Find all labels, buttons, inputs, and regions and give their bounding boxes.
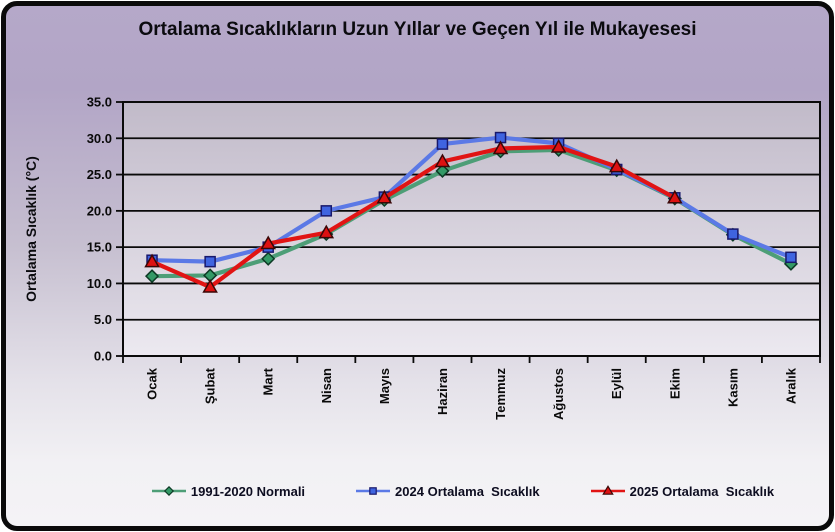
legend-label: 2024 Ortalama Sıcaklık — [395, 483, 540, 499]
legend-item: 2024 Ortalama Sıcaklık — [355, 483, 540, 499]
triangle-marker — [318, 224, 335, 239]
triangle-marker — [202, 279, 218, 293]
square-marker — [727, 228, 739, 240]
legend-square-icon — [356, 487, 391, 495]
diamond-marker — [144, 269, 160, 284]
x-tick-label: Aralık — [783, 367, 798, 404]
triangle-marker — [608, 158, 625, 173]
diamond-marker — [163, 485, 174, 497]
legend-diamond-icon — [151, 485, 186, 497]
triangle-marker — [434, 153, 451, 168]
x-tick-label: Ekim — [667, 368, 682, 399]
triangle-marker — [550, 138, 567, 153]
square-marker — [436, 138, 449, 150]
square-marker — [785, 251, 797, 264]
legend: 1991-2020 Normali 2024 Ortalama Sıcaklık 2… — [6, 483, 835, 499]
square-marker — [369, 487, 377, 495]
x-tick-label: Mayıs — [377, 368, 392, 404]
x-tick-label: Eylül — [609, 368, 624, 399]
x-tick-label: Nisan — [319, 368, 334, 403]
x-tick-label: Haziran — [435, 368, 450, 415]
x-tick-label: Ağustos — [551, 368, 566, 420]
x-tick-label: Temmuz — [493, 368, 508, 420]
y-tick-label: 5.0 — [94, 312, 112, 327]
y-tick-label: 20.0 — [87, 203, 112, 218]
triangle-marker — [144, 253, 160, 268]
triangle-marker — [260, 235, 276, 250]
y-tick-label: 35.0 — [87, 95, 112, 110]
y-tick-label: 10.0 — [87, 276, 112, 291]
y-tick-label: 15.0 — [87, 240, 112, 255]
legend-label: 2025 Ortalama Sıcaklık — [629, 483, 775, 499]
triangle-marker — [376, 189, 393, 204]
diamond-marker — [435, 163, 450, 179]
triangle-marker — [601, 485, 614, 495]
x-tick-label: Kasım — [725, 368, 740, 407]
x-tick-label: Mart — [261, 367, 276, 395]
chart-title: Ortalama Sıcaklıkların Uzun Yıllar ve Ge… — [138, 19, 697, 40]
series-line — [149, 144, 677, 290]
square-marker — [320, 205, 333, 217]
triangle-marker — [667, 189, 683, 204]
legend-item: 2025 Ortalama Sıcaklık — [590, 483, 775, 499]
plot-svg: 35.0 30.0 25.0 20.0 15.0 10.0 5.0 0.0 Ocak Şubat M… — [87, 95, 821, 420]
x-tick-label: Şubat — [203, 367, 218, 404]
x-tick-label: Ocak — [145, 367, 160, 400]
triangle-marker — [492, 140, 509, 155]
legend-label: 1991-2020 Normali — [190, 483, 306, 499]
plot-area — [123, 102, 820, 356]
y-tick-label: 30.0 — [87, 131, 112, 146]
y-tick-label: 25.0 — [87, 167, 112, 182]
legend-triangle-icon — [590, 485, 625, 495]
square-marker — [204, 255, 216, 268]
legend-item: 1991-2020 Normali — [151, 483, 305, 499]
y-tick-label: 0.0 — [94, 349, 112, 364]
diamond-marker — [261, 251, 276, 266]
